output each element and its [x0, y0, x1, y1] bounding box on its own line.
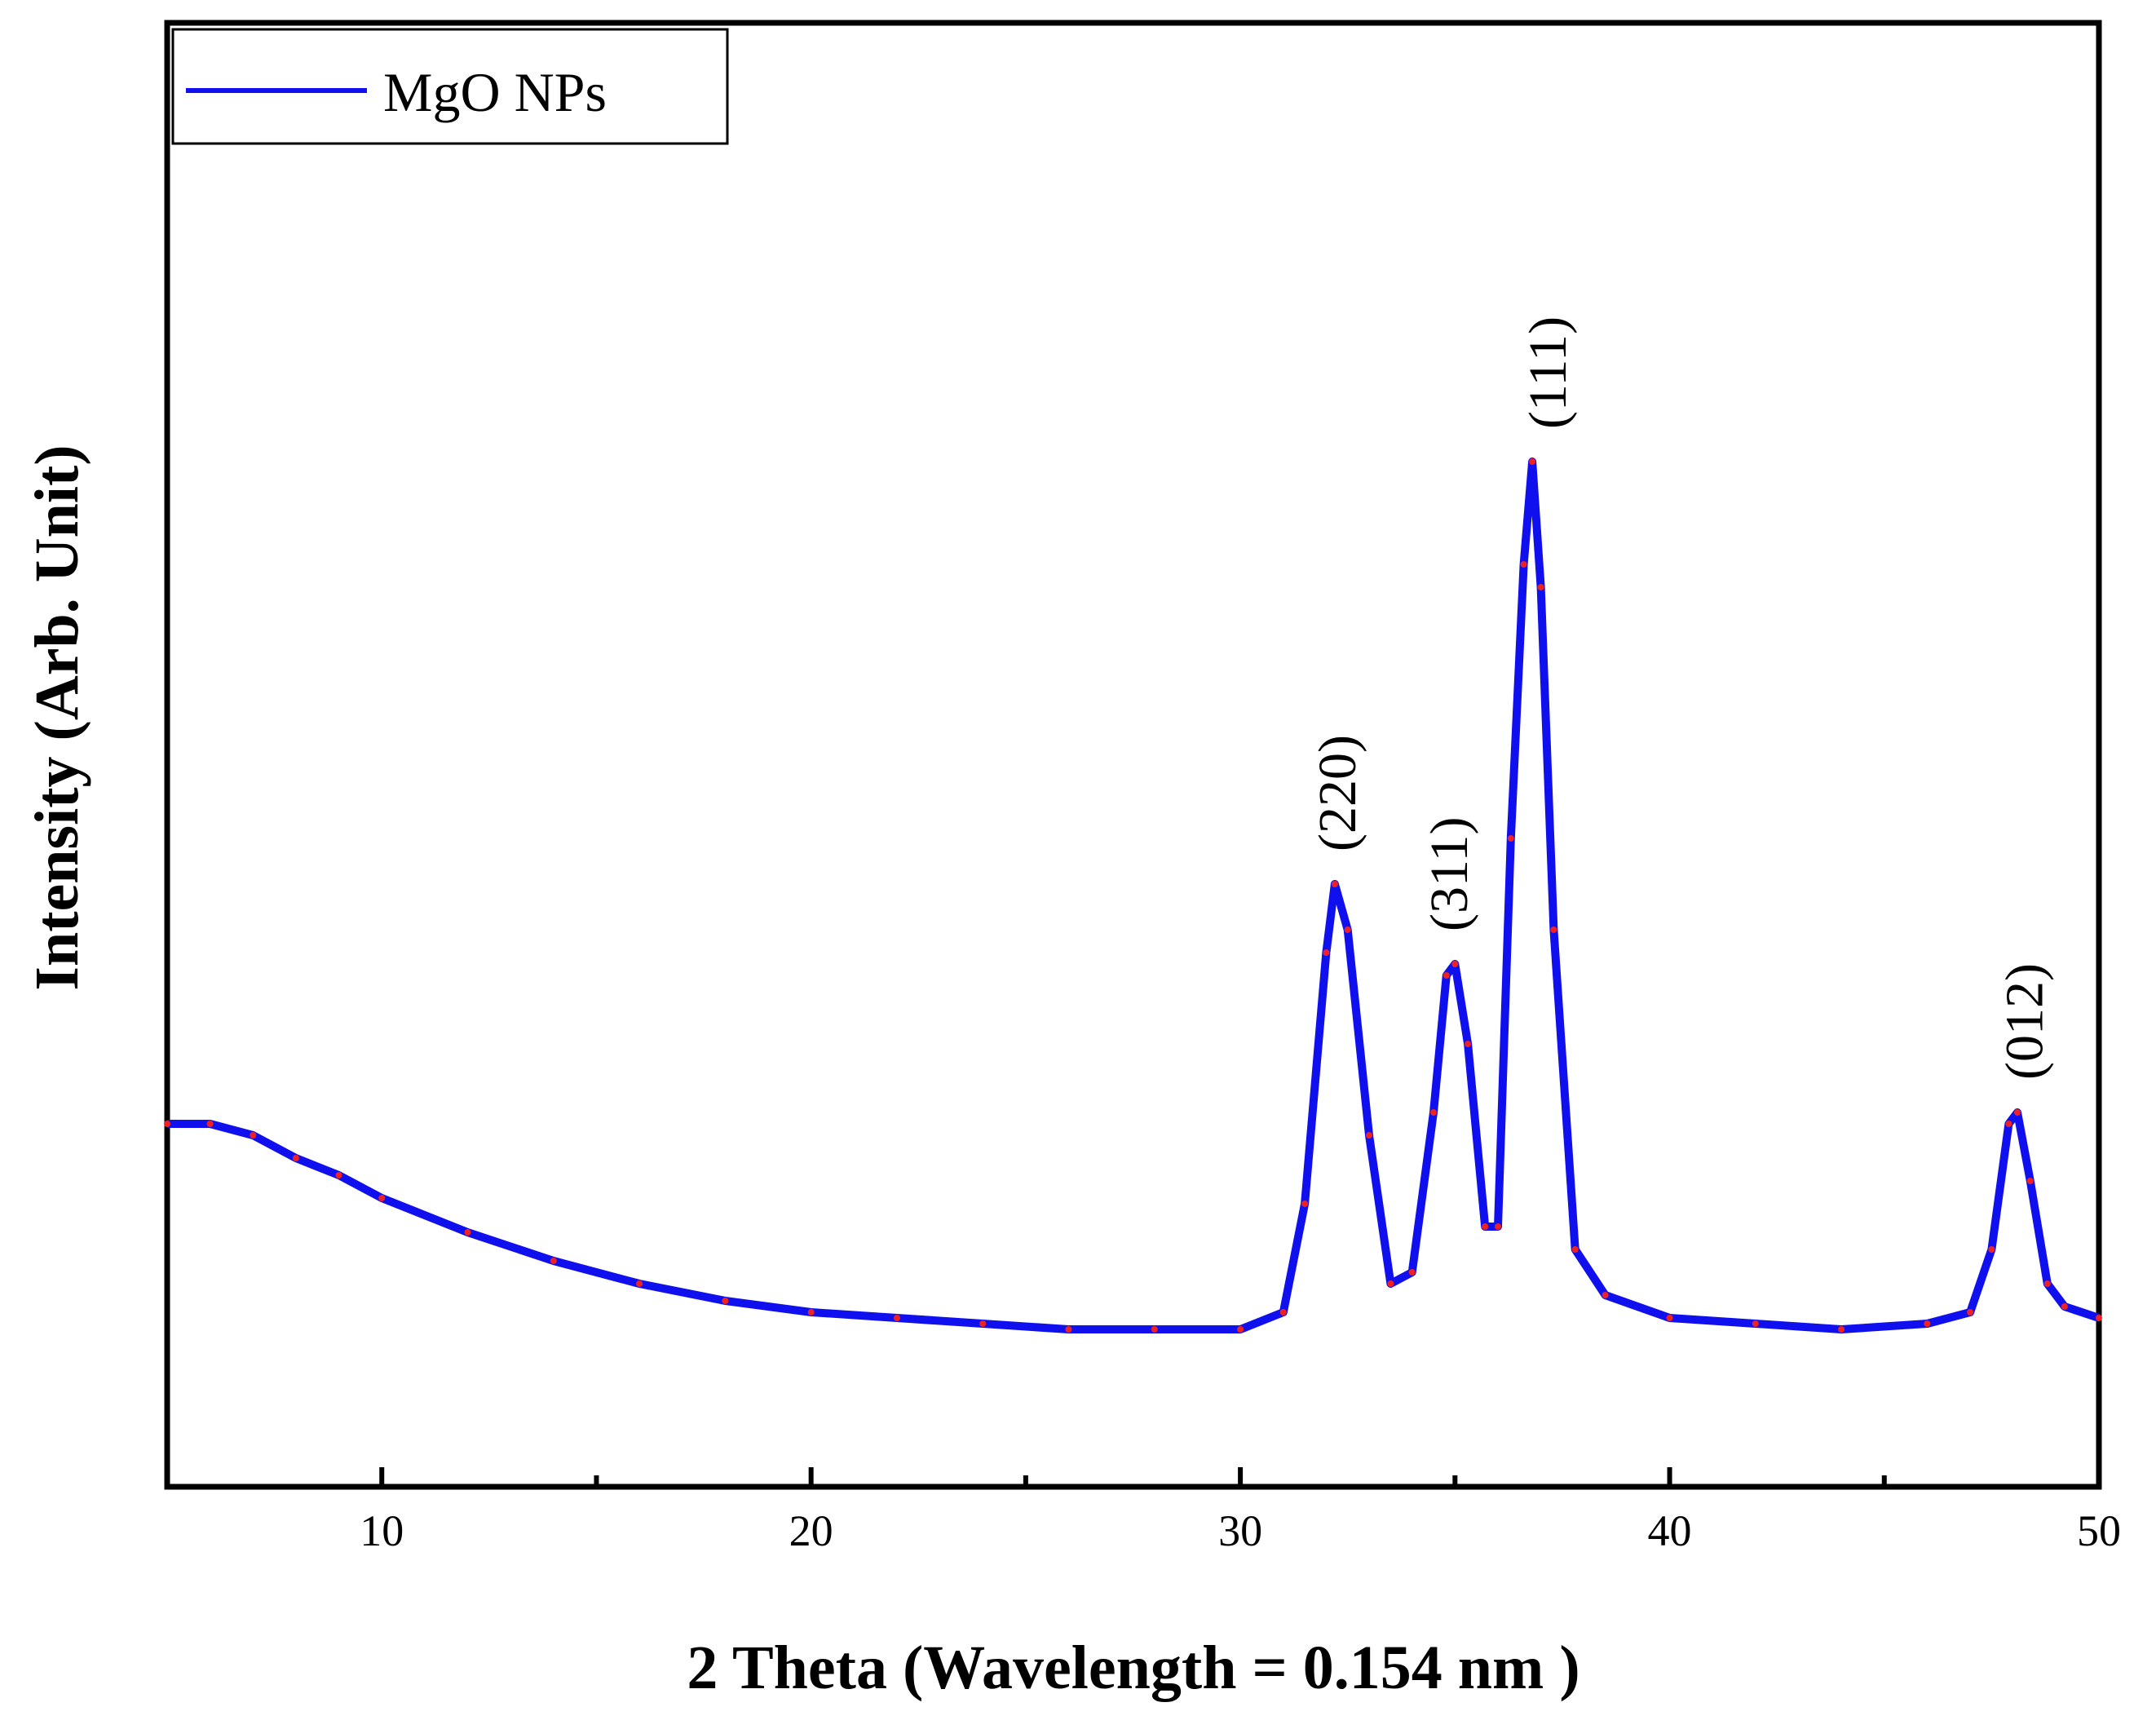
- data-point: [1323, 949, 1330, 956]
- data-point: [378, 1195, 386, 1201]
- data-point: [1666, 1315, 1673, 1321]
- data-point: [1451, 961, 1459, 967]
- data-point: [636, 1280, 643, 1287]
- data-point: [1151, 1326, 1158, 1333]
- data-point: [1387, 1280, 1394, 1287]
- x-tick-label: 40: [1648, 1506, 1692, 1555]
- data-point: [1602, 1292, 1609, 1298]
- data-point: [1838, 1326, 1845, 1333]
- data-point: [335, 1172, 342, 1178]
- legend-box: [171, 28, 729, 145]
- plot-frame: [164, 20, 2102, 1490]
- data-point: [1550, 926, 1557, 933]
- data-point: [1520, 561, 1527, 568]
- data-point: [292, 1155, 299, 1161]
- data-point: [1465, 1041, 1472, 1047]
- data-point: [807, 1309, 815, 1316]
- data-point: [979, 1320, 987, 1327]
- data-point: [206, 1121, 214, 1127]
- data-point: [1366, 1132, 1372, 1139]
- data-point: [1442, 972, 1450, 979]
- data-point: [2014, 1109, 2021, 1116]
- data-point: [1301, 1201, 1309, 1207]
- series-layer: [164, 458, 2102, 1333]
- x-tick-label: 10: [360, 1506, 404, 1555]
- legend: MgO NPs: [171, 28, 729, 145]
- data-point: [1482, 1223, 1489, 1230]
- y-axis-title: Intensity (Arb. Unit): [23, 444, 91, 990]
- x-tick-label: 50: [2077, 1506, 2121, 1555]
- data-point: [550, 1258, 557, 1264]
- data-point: [1237, 1326, 1244, 1333]
- data-point: [1279, 1309, 1287, 1316]
- peak-label: (111): [1518, 316, 1578, 429]
- peak-annotations: (220) (311) (111) (012): [1308, 316, 2054, 1080]
- data-point: [1571, 1246, 1579, 1253]
- data-point: [1967, 1309, 1974, 1316]
- data-point: [1537, 584, 1544, 590]
- data-point: [1988, 1246, 1995, 1253]
- data-point: [1507, 835, 1514, 842]
- data-point: [1430, 1109, 1437, 1116]
- x-tick-label: 30: [1218, 1506, 1262, 1555]
- data-point: [1408, 1269, 1416, 1276]
- x-tick-label: 20: [789, 1506, 833, 1555]
- data-point: [1924, 1320, 1931, 1327]
- data-point: [894, 1315, 900, 1321]
- data-point: [1529, 458, 1536, 465]
- peak-label: (220): [1308, 735, 1367, 851]
- data-point: [1752, 1320, 1759, 1327]
- x-axis-title: 2 Theta (Wavelength = 0.154 nm ): [687, 1634, 1579, 1702]
- data-point: [464, 1229, 471, 1236]
- data-point: [1331, 881, 1338, 887]
- data-point: [722, 1298, 729, 1304]
- data-point: [2005, 1121, 2012, 1127]
- peak-label: (012): [1995, 963, 2055, 1080]
- peak-label: (311): [1420, 816, 1479, 931]
- legend-label: MgO NPs: [383, 61, 607, 123]
- x-axis-ticks: 10 20 30 40 50: [165, 1467, 2121, 1555]
- data-point: [164, 1121, 170, 1127]
- data-point: [2061, 1303, 2068, 1310]
- data-point: [1344, 926, 1351, 933]
- data-point: [250, 1132, 257, 1139]
- data-point: [1495, 1223, 1501, 1230]
- data-point: [2096, 1315, 2102, 1321]
- data-point: [1065, 1326, 1072, 1333]
- data-point: [2026, 1178, 2034, 1184]
- data-point: [2043, 1280, 2051, 1287]
